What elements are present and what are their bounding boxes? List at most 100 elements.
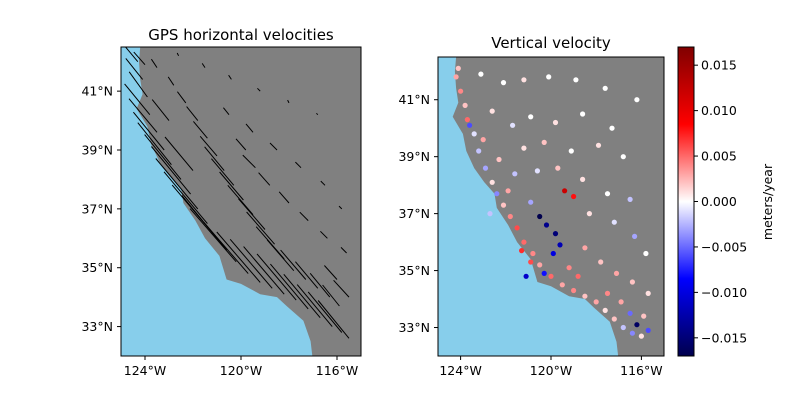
velocity-vector <box>320 180 326 186</box>
vertical-panel-y-ticks: 41°N 39°N 37°N 35°N 33°N <box>398 92 438 335</box>
horizontal-panel-title: GPS horizontal velocities <box>148 26 334 44</box>
velocity-vector <box>283 273 321 319</box>
velocity-vector <box>124 47 139 63</box>
colorbar-tick-label: −0.015 <box>701 330 747 345</box>
station-point <box>627 310 633 316</box>
velocity-vector <box>307 291 343 333</box>
station-point <box>462 102 468 108</box>
x-tick-label: 116°W <box>620 363 662 378</box>
station-point <box>629 330 636 336</box>
station-point <box>559 282 565 288</box>
station-point <box>580 176 586 182</box>
x-tick-label: 124°W <box>439 363 481 378</box>
colorbar-label: meters/year <box>760 163 775 240</box>
vertical-panel-x-ticks: 124°W 120°W 116°W <box>439 356 663 378</box>
velocity-vector <box>317 300 350 339</box>
velocity-vector <box>242 154 256 169</box>
vertical-panel-title: Vertical velocity <box>491 34 611 52</box>
velocity-vector <box>204 146 225 171</box>
velocity-vector <box>203 221 249 274</box>
velocity-vector <box>235 138 247 151</box>
station-point <box>455 65 461 71</box>
station-point <box>580 111 586 117</box>
station-point <box>537 262 543 268</box>
station-point <box>478 71 484 77</box>
x-tick-label: 124°W <box>124 363 166 378</box>
colorbar-tick-label: 0.000 <box>701 194 737 209</box>
velocity-vector <box>219 171 244 201</box>
velocity-vector <box>133 51 146 66</box>
station-point <box>467 122 473 128</box>
x-tick-label: 120°W <box>530 363 572 378</box>
station-point <box>528 199 534 205</box>
station-point <box>523 273 529 279</box>
station-points <box>453 65 651 339</box>
horizontal-velocity-panel: GPS horizontal velocities 124°W 120°W 116°… <box>81 26 362 378</box>
station-point <box>627 196 633 202</box>
velocity-vector <box>299 211 309 221</box>
y-tick-label: 37°N <box>398 206 430 221</box>
velocity-vector <box>163 171 208 224</box>
station-point <box>541 270 547 276</box>
station-point <box>645 290 651 296</box>
velocity-vector <box>128 71 148 98</box>
velocity-vector <box>257 87 261 92</box>
land-mass <box>452 57 664 356</box>
station-point <box>586 211 593 217</box>
station-point <box>566 265 572 271</box>
y-tick-label: 41°N <box>398 92 430 107</box>
velocity-vector <box>151 146 191 195</box>
station-point <box>537 213 543 220</box>
velocity-vector <box>201 63 206 68</box>
station-point <box>507 213 513 220</box>
velocity-vector <box>316 112 319 116</box>
velocity-vector <box>256 253 297 301</box>
colorbar: 0.015 0.010 0.005 0.000 −0.005 −0.010 −0.015 m… <box>677 46 775 357</box>
velocity-vector <box>287 99 290 104</box>
station-point <box>546 74 552 80</box>
station-point <box>458 88 464 94</box>
station-point <box>571 193 577 200</box>
velocity-vector <box>278 191 290 204</box>
colorbar-ticks: 0.015 0.010 0.005 0.000 −0.005 −0.010 −0.015 <box>694 58 747 345</box>
velocity-vector <box>186 106 199 121</box>
y-tick-label: 41°N <box>81 84 113 99</box>
station-point <box>528 259 534 265</box>
velocity-vector <box>246 211 275 245</box>
velocity-vector <box>280 249 307 280</box>
velocity-vector <box>270 263 309 310</box>
velocity-vector <box>309 272 331 298</box>
station-point <box>634 322 640 328</box>
colorbar-tick-label: −0.010 <box>701 285 747 300</box>
station-point <box>482 165 489 171</box>
velocity-vector <box>227 184 254 216</box>
velocity-vector <box>125 58 143 80</box>
station-point <box>568 148 574 154</box>
station-point <box>604 191 611 197</box>
velocity-vector <box>151 99 170 121</box>
station-point <box>471 131 477 137</box>
y-tick-label: 35°N <box>81 260 113 275</box>
station-point <box>593 299 599 305</box>
velocity-vector <box>199 135 218 157</box>
station-point <box>505 188 511 194</box>
station-point <box>512 171 518 177</box>
station-point <box>557 242 563 248</box>
station-point <box>530 250 536 257</box>
station-point <box>543 222 550 228</box>
station-point <box>602 85 608 91</box>
velocity-vector <box>324 265 338 280</box>
velocity-vector <box>228 74 232 80</box>
station-point <box>496 156 502 163</box>
station-point <box>643 250 649 257</box>
velocity-vector <box>133 111 165 151</box>
station-point <box>611 316 617 322</box>
station-point <box>629 279 636 285</box>
velocity-vector <box>176 91 187 104</box>
station-point <box>541 139 547 145</box>
velocity-vector <box>144 134 182 180</box>
colorbar-tick-label: 0.015 <box>701 58 737 73</box>
station-point <box>476 148 482 154</box>
velocity-vector <box>155 158 199 210</box>
